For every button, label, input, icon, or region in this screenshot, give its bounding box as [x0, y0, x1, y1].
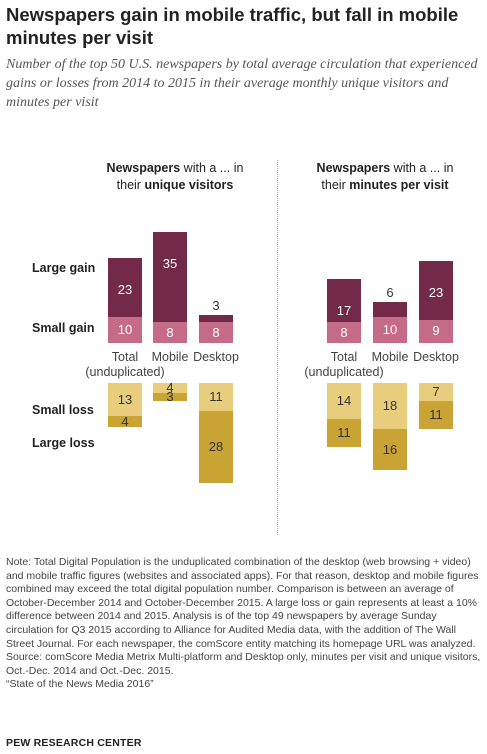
panel-title-line2-bold: unique visitors: [144, 178, 234, 192]
data-label-large-loss: 11: [429, 407, 443, 423]
category-label: Total (unduplicated): [299, 350, 389, 380]
panel-title-line2-bold: minutes per visit: [349, 178, 449, 192]
report-text: “State of the News Media 2016”: [6, 678, 154, 691]
category-subname: (unduplicated): [85, 365, 165, 379]
bar-segment-large-gain: [327, 278, 361, 323]
data-label-small-gain: 8: [340, 324, 348, 340]
bar-segment-small-loss: [108, 383, 142, 417]
chart-note: Note: Total Digital Population is the un…: [6, 556, 484, 692]
source-text: Source: comScore Media Metrix Multi-plat…: [6, 651, 481, 677]
data-label-small-gain: 8: [212, 324, 220, 340]
data-label-large-loss: 28: [208, 439, 224, 455]
bar-segment-small-gain: [108, 317, 142, 343]
category-label: Total (unduplicated): [80, 350, 170, 380]
bar-segment-large-loss: [327, 418, 361, 448]
data-label-small-gain: 10: [117, 322, 133, 338]
note-text: Note: Total Digital Population is the un…: [6, 556, 479, 650]
bar-segment-small-gain: [373, 317, 407, 343]
panel-title-bold: Newspapers: [106, 161, 181, 175]
panel-title-minutes-per-visit: Newspapers with a ... in their minutes p…: [295, 160, 475, 194]
bar-segment-small-loss: [373, 383, 407, 430]
row-label-large-loss: Large loss: [32, 436, 95, 450]
category-name: Desktop: [413, 350, 459, 364]
bar-segment-large-loss: [108, 416, 142, 427]
chart-subtitle: Number of the top 50 U.S. newspapers by …: [6, 57, 478, 110]
data-label-large-gain: 23: [428, 284, 444, 300]
bar-segment-large-gain: [108, 258, 142, 318]
data-label-small-loss: 4: [166, 380, 174, 396]
category-name: Desktop: [193, 350, 239, 364]
footer-logo-text: PEW RESEARCH CENTER: [6, 737, 142, 749]
data-label-large-loss: 16: [382, 441, 398, 457]
category-label: Mobile: [125, 350, 215, 365]
bar-segment-small-gain: [199, 322, 233, 343]
category-label: Mobile: [345, 350, 435, 365]
data-label-large-loss: 3: [166, 389, 174, 405]
bar-segment-large-loss: [373, 429, 407, 471]
data-label-large-gain: 23: [117, 282, 133, 298]
bar-segment-large-gain: [199, 314, 233, 323]
row-label-large-gain: Large gain: [32, 261, 96, 275]
panel-title-line2: their: [321, 178, 350, 192]
data-label-small-loss: 18: [382, 398, 398, 414]
bar-segment-large-gain: [153, 232, 187, 323]
data-label-small-gain: 8: [166, 324, 174, 340]
data-label-small-loss: 7: [432, 383, 440, 399]
panel-title-line2: their: [116, 178, 145, 192]
panel-title-text: with a ... in: [180, 161, 244, 175]
bar-segment-small-loss: [199, 383, 233, 412]
bar-segment-large-gain: [373, 301, 407, 318]
bar-segment-large-loss: [199, 411, 233, 484]
bar-segment-small-gain: [419, 319, 453, 343]
category-name: Total: [330, 350, 358, 364]
bar-segment-large-gain: [419, 260, 453, 320]
bar-segment-large-loss: [419, 400, 453, 430]
row-label-small-loss: Small loss: [32, 403, 94, 417]
category-name: Mobile: [151, 350, 189, 364]
data-label-small-loss: 11: [209, 389, 223, 405]
panel-title-unique-visitors: Newspapers with a ... in their unique vi…: [85, 160, 265, 194]
data-label-small-loss: 14: [336, 392, 352, 408]
data-label-large-gain: 17: [336, 302, 352, 318]
row-label-small-gain: Small gain: [32, 321, 95, 335]
panel-title-bold: Newspapers: [316, 161, 391, 175]
bar-segment-small-loss: [327, 383, 361, 419]
data-label-large-loss: 4: [121, 413, 129, 429]
data-label-large-loss: 11: [337, 425, 351, 441]
data-label-large-gain: 3: [212, 297, 220, 313]
panel-divider: [277, 160, 278, 535]
bar-segment-small-loss: [153, 383, 187, 394]
bar-segment-small-gain: [327, 322, 361, 343]
data-label-large-gain: 35: [162, 256, 178, 272]
bar-segment-small-gain: [153, 322, 187, 343]
category-subname: (unduplicated): [304, 365, 384, 379]
data-label-large-gain: 6: [386, 284, 394, 300]
category-name: Mobile: [371, 350, 409, 364]
bar-segment-large-loss: [153, 393, 187, 401]
chart-title: Newspapers gain in mobile traffic, but f…: [6, 4, 459, 48]
data-label-small-gain: 9: [432, 323, 440, 339]
bar-segment-small-loss: [419, 383, 453, 401]
data-label-small-loss: 13: [117, 391, 133, 407]
category-label: Desktop: [391, 350, 481, 365]
data-label-small-gain: 10: [382, 322, 398, 338]
category-label: Desktop: [171, 350, 261, 365]
category-name: Total: [111, 350, 139, 364]
panel-title-text: with a ... in: [390, 161, 454, 175]
